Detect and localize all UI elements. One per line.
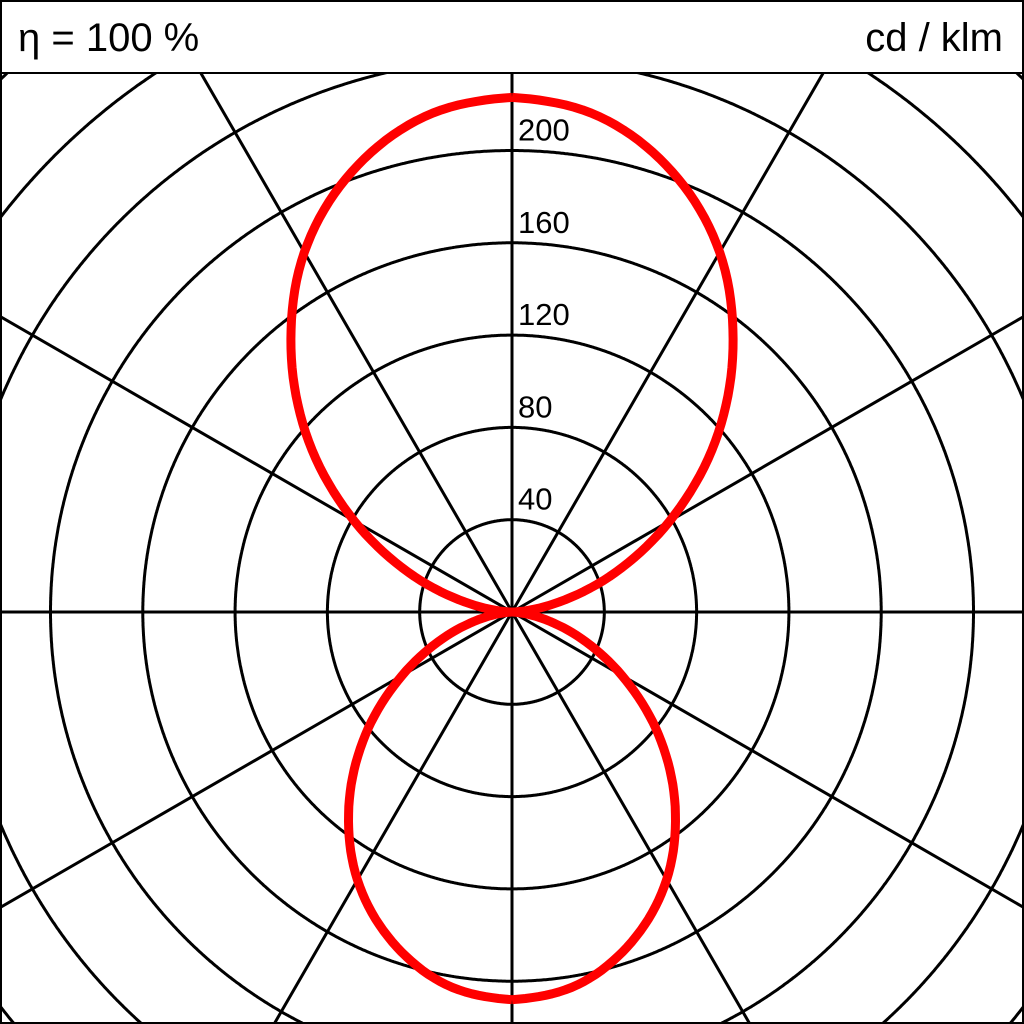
header-bar	[0, 0, 1024, 74]
efficiency-label: η = 100 %	[18, 16, 199, 60]
unit-label: cd / klm	[865, 16, 1003, 60]
radial-tick-label: 40	[518, 482, 552, 517]
radial-tick-label: 160	[518, 205, 570, 240]
grid-spoke-30	[272, 0, 867, 1024]
radial-tick-label: 80	[518, 389, 552, 424]
grid-ring-200	[49, 149, 975, 1024]
radial-tick-label: 200	[518, 113, 570, 148]
radial-tick-labels: 40 80 120 160 200	[518, 113, 570, 517]
radial-tick-label: 120	[518, 297, 570, 332]
intensity-curves	[286, 92, 738, 1005]
grid-spoke-150	[157, 0, 752, 1024]
curve-left-half	[286, 92, 517, 1005]
